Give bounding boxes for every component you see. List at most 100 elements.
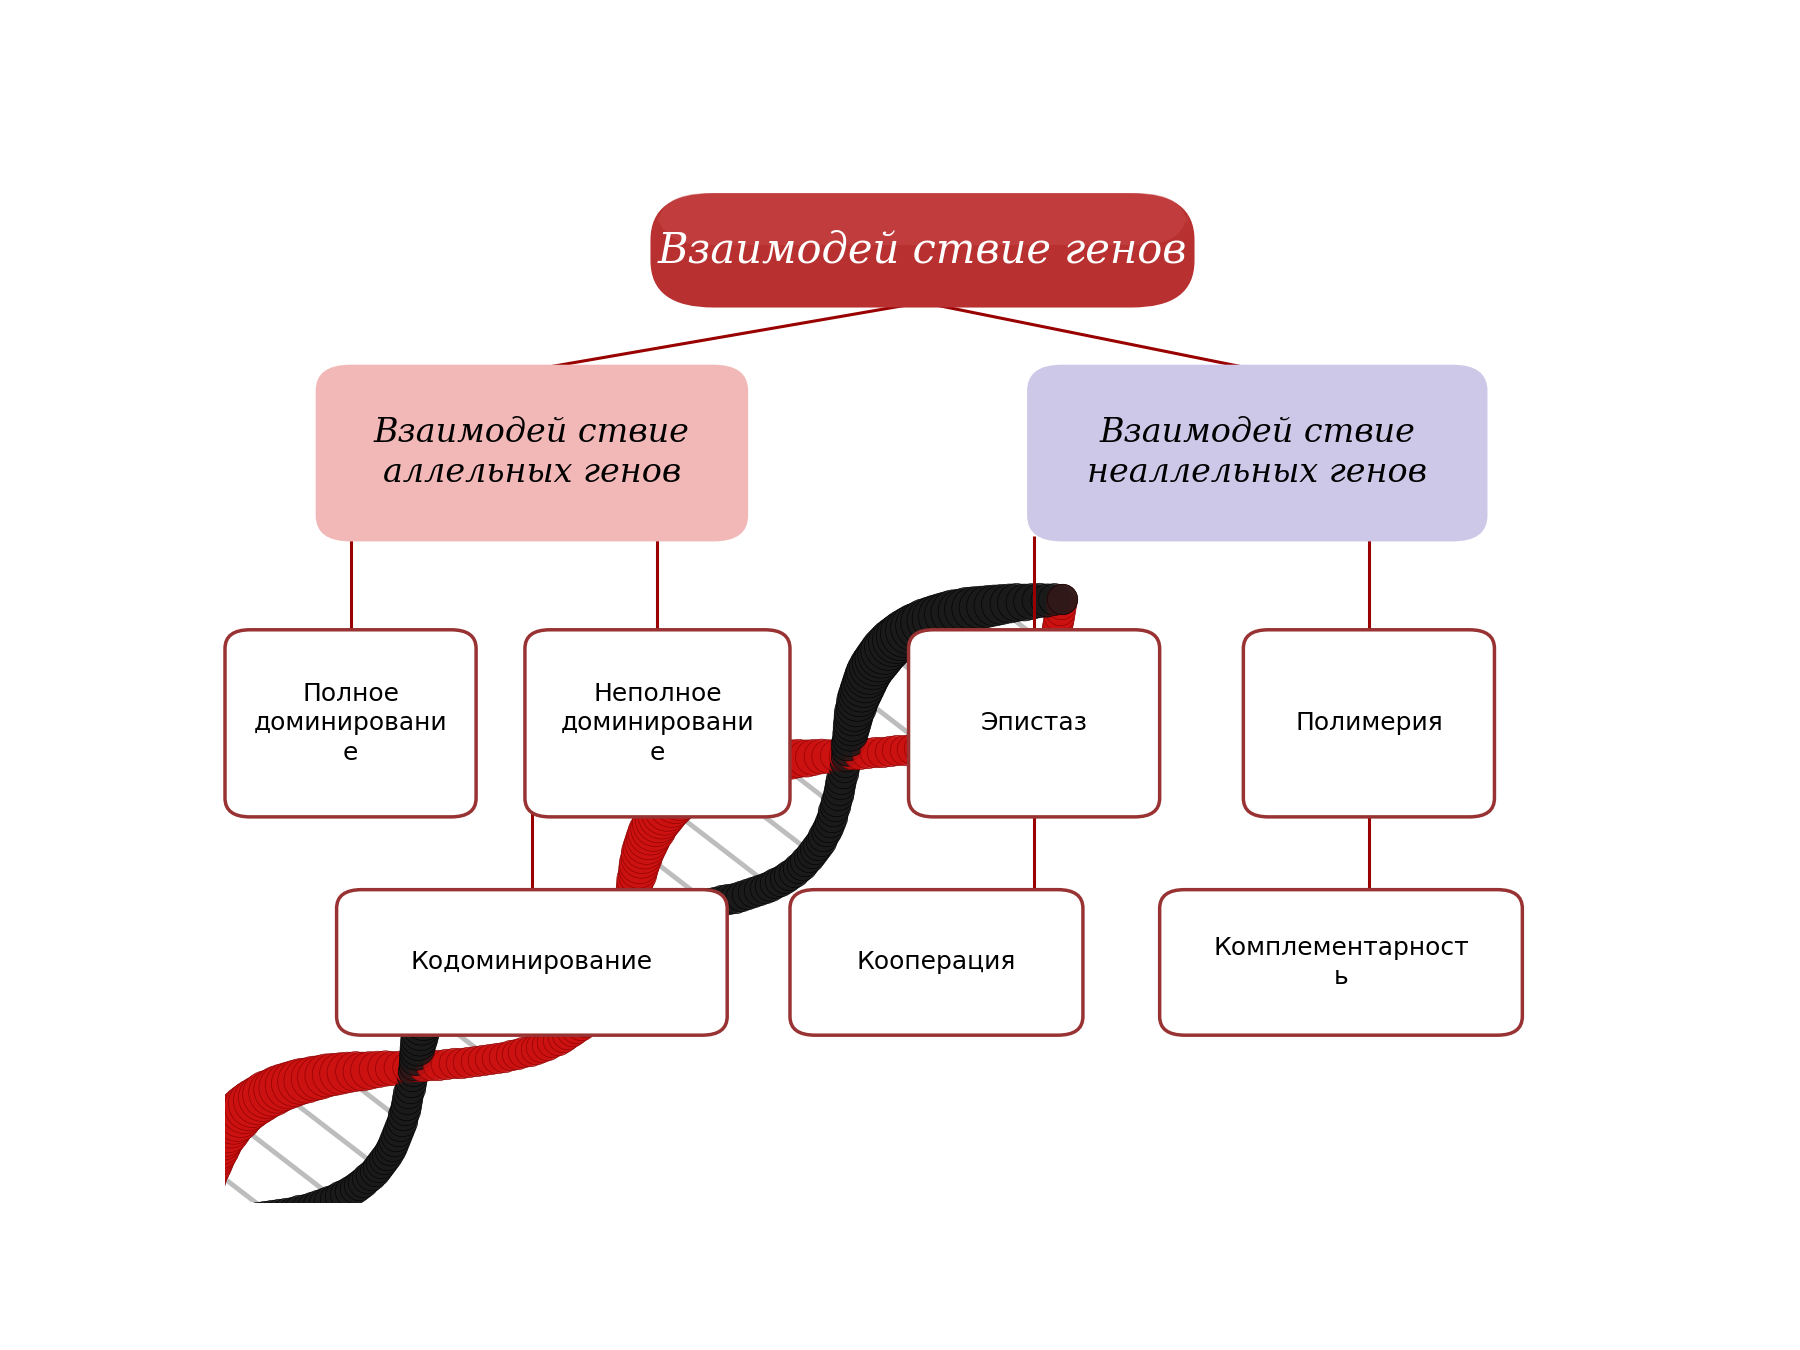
Point <box>544 906 572 927</box>
Point <box>396 1077 425 1099</box>
FancyBboxPatch shape <box>790 890 1084 1035</box>
Point <box>581 999 610 1021</box>
Point <box>742 753 770 775</box>
Text: Кооперация: Кооперация <box>857 950 1017 975</box>
Point <box>776 748 805 770</box>
Point <box>950 728 979 749</box>
Text: Взаимодей ствие генов: Взаимодей ствие генов <box>657 230 1188 271</box>
Point <box>599 968 628 990</box>
Point <box>837 717 866 738</box>
Point <box>720 887 749 909</box>
Point <box>747 752 776 774</box>
Point <box>452 938 481 960</box>
Point <box>583 995 612 1017</box>
Text: Неполное
доминировани
е: Неполное доминировани е <box>560 682 754 765</box>
Point <box>1004 697 1033 718</box>
Point <box>806 745 835 767</box>
Point <box>400 1049 428 1071</box>
Point <box>387 1110 416 1131</box>
Point <box>826 774 855 795</box>
Point <box>783 748 812 770</box>
Point <box>761 872 790 894</box>
Point <box>1015 686 1044 707</box>
Point <box>986 593 1015 614</box>
Point <box>1030 659 1058 680</box>
Point <box>274 1075 302 1096</box>
Point <box>1031 653 1060 675</box>
Point <box>765 869 794 891</box>
Point <box>769 749 797 771</box>
Point <box>331 1183 360 1204</box>
Point <box>443 945 472 967</box>
Point <box>515 1040 544 1061</box>
Point <box>632 832 661 853</box>
Point <box>770 867 799 888</box>
Point <box>677 776 706 798</box>
Point <box>407 1015 436 1037</box>
Point <box>857 655 886 676</box>
Point <box>779 861 808 883</box>
Point <box>346 1174 374 1196</box>
Point <box>823 790 851 811</box>
Point <box>410 1004 439 1026</box>
Point <box>1008 694 1037 716</box>
Point <box>596 973 625 995</box>
Point <box>1044 610 1073 632</box>
Point <box>727 756 756 778</box>
Point <box>945 599 974 621</box>
Point <box>1024 590 1053 612</box>
Point <box>1044 605 1073 626</box>
Point <box>828 763 857 784</box>
Point <box>571 1011 599 1033</box>
Point <box>889 622 918 644</box>
Point <box>279 1200 308 1222</box>
Point <box>619 880 648 902</box>
Point <box>830 756 859 778</box>
Text: Комплементарност
ь: Комплементарност ь <box>1213 936 1469 990</box>
Point <box>898 738 927 760</box>
Point <box>544 1029 572 1050</box>
Point <box>200 1141 229 1162</box>
Point <box>616 896 644 918</box>
Point <box>394 1083 423 1104</box>
Point <box>221 1208 250 1230</box>
Point <box>378 1057 407 1079</box>
Point <box>589 902 617 923</box>
Point <box>850 670 878 691</box>
Point <box>704 763 733 784</box>
FancyBboxPatch shape <box>315 364 749 541</box>
Point <box>319 1064 347 1085</box>
Point <box>932 603 961 625</box>
Point <box>1042 616 1071 637</box>
Point <box>454 1052 482 1073</box>
Point <box>263 1079 292 1100</box>
Point <box>909 612 938 633</box>
Point <box>405 1021 434 1042</box>
Point <box>869 639 898 660</box>
Point <box>612 900 641 922</box>
Point <box>184 1211 212 1233</box>
Point <box>918 734 947 756</box>
Point <box>617 886 646 907</box>
Point <box>963 724 992 745</box>
Point <box>509 913 538 934</box>
Point <box>754 751 783 772</box>
Text: Полное
доминировани
е: Полное доминировани е <box>254 682 448 765</box>
Point <box>644 809 673 830</box>
Point <box>860 741 889 763</box>
Point <box>866 643 895 664</box>
Point <box>362 1058 391 1080</box>
Point <box>848 674 877 695</box>
Point <box>191 1211 220 1233</box>
Point <box>209 1122 238 1143</box>
Point <box>392 1088 421 1110</box>
Point <box>1010 591 1039 613</box>
Point <box>983 713 1012 734</box>
Point <box>1017 682 1046 703</box>
Point <box>603 900 632 922</box>
Point <box>794 846 823 868</box>
Point <box>988 710 1017 732</box>
Point <box>320 1188 349 1210</box>
Point <box>657 792 686 814</box>
Point <box>355 1058 383 1080</box>
